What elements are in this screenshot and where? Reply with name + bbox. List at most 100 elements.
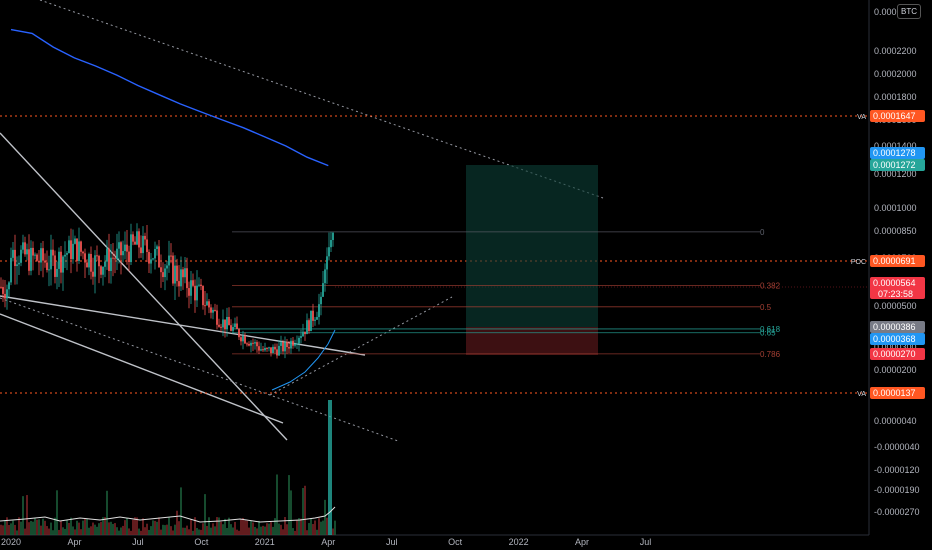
candle-body xyxy=(190,280,192,296)
volume-bar xyxy=(20,521,22,535)
volume-bar xyxy=(38,519,40,535)
volume-bar xyxy=(182,527,184,535)
symbol-badge[interactable]: BTC xyxy=(897,4,921,19)
time-axis-label: Jul xyxy=(386,537,398,547)
candle-body xyxy=(326,256,328,270)
volume-bar xyxy=(242,517,244,535)
candle-body xyxy=(92,271,94,277)
volume-bar xyxy=(72,526,74,535)
volume-bar xyxy=(254,526,256,535)
candle-body xyxy=(60,251,62,273)
candle-body xyxy=(54,255,56,277)
candle-body xyxy=(254,342,256,344)
volume-bar xyxy=(236,529,238,535)
volume-bar xyxy=(34,518,36,535)
volume-bar xyxy=(178,521,180,535)
candle-body xyxy=(136,231,138,245)
candle-body xyxy=(36,254,38,261)
candle-body xyxy=(154,249,156,259)
candle-body xyxy=(266,347,268,349)
volume-bar xyxy=(314,520,316,535)
volume-bar xyxy=(260,526,262,535)
candle-body xyxy=(328,247,330,257)
volume-bar xyxy=(304,485,306,535)
candle-body xyxy=(86,262,88,268)
fib-level-label: 0 xyxy=(760,228,765,237)
trendline-middle-solid[interactable] xyxy=(0,295,366,356)
volume-bar xyxy=(122,525,124,535)
candle-body xyxy=(114,258,116,260)
candle-body xyxy=(262,349,264,351)
candle-body xyxy=(90,253,92,272)
candle-body xyxy=(104,261,106,267)
volume-bar xyxy=(270,522,272,535)
time-axis-label: Oct xyxy=(448,537,463,547)
candle-body xyxy=(264,347,266,351)
candle-body xyxy=(278,345,280,356)
candle-body xyxy=(270,347,272,354)
candle-body xyxy=(158,246,160,268)
volume-bar xyxy=(310,518,312,535)
volume-bar xyxy=(190,518,192,535)
candle-body xyxy=(302,331,304,337)
volume-bar xyxy=(316,529,318,535)
candle-body xyxy=(50,249,52,270)
candle-body xyxy=(78,241,80,261)
volume-bar xyxy=(52,530,54,535)
candle-body xyxy=(14,249,16,267)
volume-bar xyxy=(284,517,286,535)
volume-bar xyxy=(112,523,114,535)
volume-bar xyxy=(214,526,216,535)
level-tag-label: VA xyxy=(857,114,866,121)
price-axis-label: 0.0002400 xyxy=(874,7,917,17)
candle-body xyxy=(296,343,298,345)
candle-body xyxy=(130,234,132,263)
candle-body xyxy=(186,268,188,289)
volume-bar xyxy=(234,521,236,535)
volume-bar xyxy=(92,522,94,535)
price-axis-label: 0.0001200 xyxy=(874,169,917,179)
candle-body xyxy=(202,285,204,306)
candle-body xyxy=(166,265,168,269)
candle-body xyxy=(94,255,96,277)
volume-bar xyxy=(2,525,4,535)
candle-body xyxy=(250,342,252,346)
candle-body xyxy=(10,257,12,283)
volume-bar xyxy=(104,517,106,535)
volume-bar xyxy=(326,517,328,535)
candle-body xyxy=(214,309,216,311)
price-badge-text: 0.0000564 xyxy=(873,278,916,288)
candle-body xyxy=(66,253,68,255)
volume-bar xyxy=(60,521,62,535)
candle-body xyxy=(148,252,150,264)
volume-bar xyxy=(164,525,166,535)
volume-bar xyxy=(324,499,326,535)
candle-body xyxy=(144,235,146,240)
candle-body xyxy=(222,319,224,328)
trendline-lower-dotted[interactable] xyxy=(0,297,399,442)
price-axis-label: -0.0000270 xyxy=(874,507,920,517)
candle-body xyxy=(150,259,152,264)
candle-body xyxy=(68,240,70,254)
volume-bar xyxy=(18,517,20,535)
candle-body xyxy=(274,346,276,350)
candle-body xyxy=(140,247,142,254)
position-stop-zone[interactable] xyxy=(466,327,598,355)
volume-bar xyxy=(70,517,72,535)
trendline-steep-solid[interactable] xyxy=(0,132,288,441)
volume-bar xyxy=(6,517,8,535)
volume-bar xyxy=(168,517,170,535)
volume-bar xyxy=(282,529,284,535)
time-axis[interactable]: 2020 Apr Jul Oct 2021 Apr Jul Oct 2022 Apr Jul xyxy=(1,537,651,547)
fib-level-label: 0.5 xyxy=(760,303,772,312)
candle-body xyxy=(42,248,44,261)
volume-bar xyxy=(68,522,70,535)
trendline-lower-solid[interactable] xyxy=(0,313,284,424)
price-axis-label: 0.0001000 xyxy=(874,203,917,213)
position-target-zone[interactable] xyxy=(466,165,598,327)
volume-average-line xyxy=(0,506,336,523)
volume-bar xyxy=(84,519,86,535)
fib-level-label: 0.618 xyxy=(760,325,781,334)
